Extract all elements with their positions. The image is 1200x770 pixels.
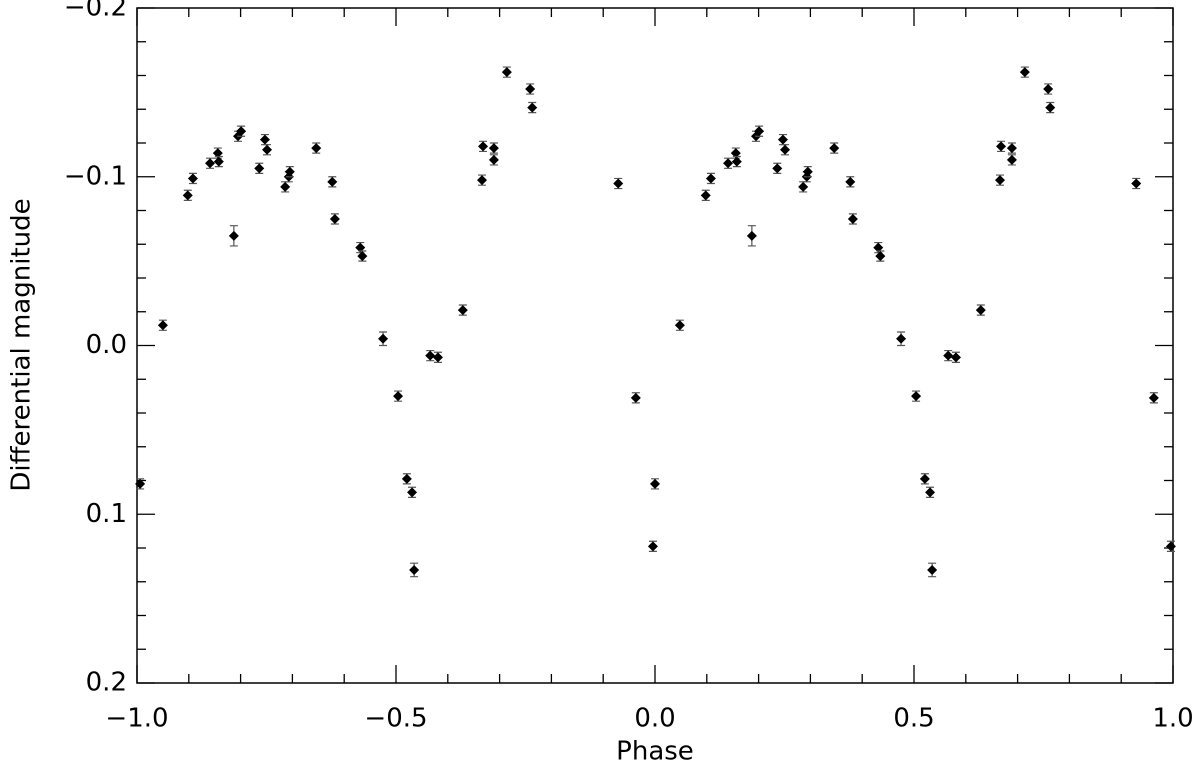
data-point (650, 478, 660, 489)
data-point (501, 67, 512, 78)
data-point (1165, 541, 1176, 552)
data-point (357, 251, 368, 262)
data-point (873, 242, 884, 253)
data-point (182, 190, 193, 201)
data-point (478, 141, 489, 152)
data-point (705, 173, 716, 184)
data-point (927, 564, 938, 575)
data-point (1131, 178, 1142, 189)
data-point (205, 158, 216, 169)
data-point (994, 175, 1005, 186)
data-point (457, 305, 468, 316)
data-point (409, 564, 420, 575)
data-point (1019, 67, 1030, 78)
data-point (700, 190, 711, 201)
data-point (476, 175, 487, 186)
data-point (527, 102, 538, 113)
data-point (975, 305, 986, 316)
data-point (911, 391, 922, 402)
data-point (919, 473, 930, 484)
data-point (798, 181, 809, 192)
data-point (236, 126, 247, 137)
data-point (259, 134, 270, 145)
data-point (896, 333, 907, 344)
data-point (802, 166, 813, 177)
y-tick-label: −0.1 (64, 161, 127, 191)
data-point (630, 392, 641, 403)
data-point (845, 176, 856, 187)
data-point (723, 158, 734, 169)
x-axis-label: Phase (616, 737, 694, 767)
data-point (1006, 154, 1017, 165)
plot-frame (136, 7, 1174, 684)
y-tick-label: −0.2 (64, 0, 127, 23)
data-point (875, 251, 886, 262)
x-tick-label: 0.0 (634, 704, 675, 734)
data-point (730, 148, 741, 159)
data-point (228, 230, 239, 241)
x-tick-label: 1.0 (1152, 704, 1193, 734)
data-point (1006, 143, 1017, 154)
data-point (525, 84, 536, 94)
data-point (1045, 102, 1056, 113)
x-tick-label: −0.5 (364, 704, 427, 734)
data-point (401, 473, 412, 484)
data-point (157, 320, 168, 331)
data-point (488, 143, 499, 154)
data-point (187, 173, 198, 184)
data-point (731, 156, 742, 167)
data-point (674, 320, 685, 331)
data-point (647, 541, 658, 552)
data-point (943, 350, 954, 361)
data-point (213, 156, 224, 167)
x-tick-label: 0.5 (893, 704, 934, 734)
data-point (488, 154, 499, 165)
y-axis-label: Differential magnitude (7, 198, 37, 491)
data-point (772, 163, 783, 174)
data-point (950, 352, 961, 363)
data-point (329, 213, 340, 224)
data-point (432, 352, 443, 363)
data-point (847, 213, 858, 224)
data-point (327, 176, 338, 187)
x-tick-label: −1.0 (105, 704, 168, 734)
y-tick-label: 0.2 (86, 668, 127, 698)
data-point (754, 126, 765, 137)
data-point (613, 178, 624, 189)
y-tick-label: 0.0 (86, 330, 127, 360)
data-point (284, 166, 295, 177)
data-point (925, 487, 936, 498)
data-point (135, 478, 146, 489)
data-point (280, 181, 291, 192)
data-point (425, 350, 436, 361)
data-point (996, 141, 1007, 152)
data-point (212, 148, 223, 159)
data-point (355, 242, 366, 253)
data-point (311, 143, 322, 154)
data-point (829, 143, 840, 154)
data-point (254, 163, 265, 174)
data-point (393, 391, 404, 402)
data-point (1043, 84, 1054, 94)
data-point (746, 230, 757, 241)
data-point (262, 144, 273, 155)
data-point (1148, 392, 1159, 403)
data-point (378, 333, 389, 344)
data-point (777, 134, 788, 145)
data-point (407, 487, 418, 498)
y-tick-label: 0.1 (86, 499, 127, 529)
data-point (780, 144, 791, 155)
